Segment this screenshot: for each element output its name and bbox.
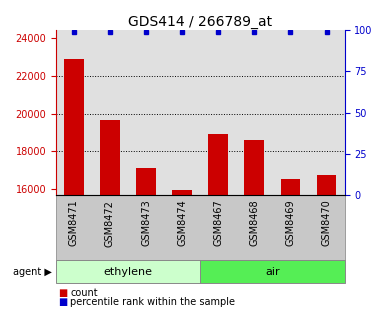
Bar [172,190,192,336]
Bar [208,134,228,336]
Text: count: count [70,288,98,298]
Text: ■: ■ [58,297,67,307]
Text: ■: ■ [58,288,67,298]
Bar [316,175,336,336]
Text: percentile rank within the sample: percentile rank within the sample [70,297,236,307]
Bar [100,120,120,336]
Text: agent ▶: agent ▶ [13,267,52,277]
Title: GDS414 / 266789_at: GDS414 / 266789_at [128,15,272,29]
Bar [244,140,264,336]
Text: air: air [265,267,280,277]
Bar [136,168,156,336]
Text: ethylene: ethylene [104,267,152,277]
Bar [64,58,84,336]
Bar [281,179,300,336]
